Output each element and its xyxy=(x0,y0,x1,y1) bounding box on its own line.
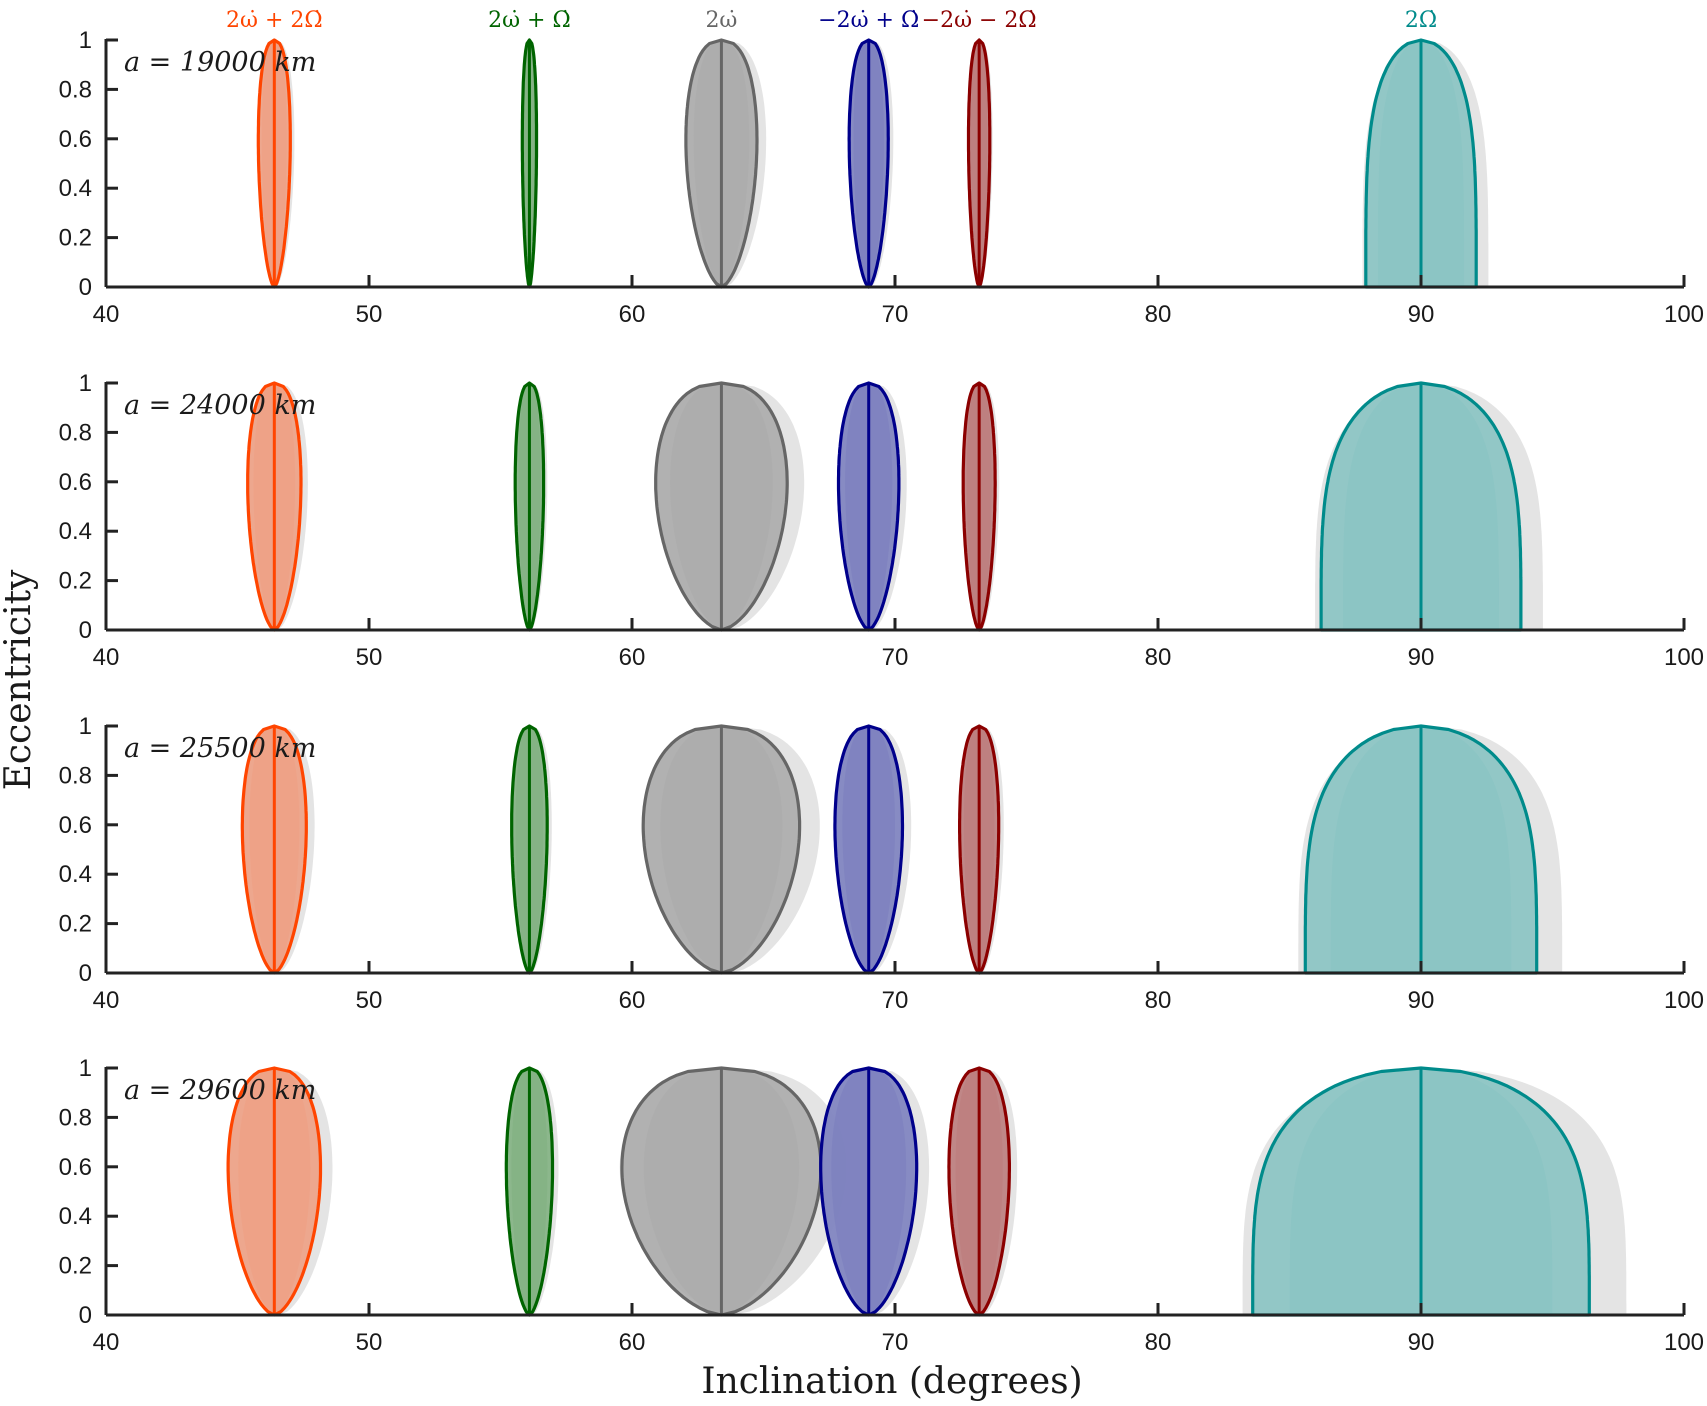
x-tick-label: 80 xyxy=(1145,301,1172,328)
x-tick-label: 50 xyxy=(356,644,383,671)
region-outline xyxy=(1251,1066,1591,1317)
resonance-region xyxy=(947,1066,1018,1317)
x-tick-label: 80 xyxy=(1145,644,1172,671)
x-tick-label: 60 xyxy=(619,1329,646,1356)
y-tick-label: 0.4 xyxy=(59,518,92,545)
x-tick-label: 90 xyxy=(1408,301,1435,328)
resonance-region xyxy=(1362,38,1489,289)
resonance-label: 2ω̇ xyxy=(705,8,737,33)
y-tick-label: 0.2 xyxy=(59,1253,92,1280)
x-tick-label: 40 xyxy=(93,1329,120,1356)
y-tick-label: 0.8 xyxy=(59,1104,92,1131)
resonance-region xyxy=(510,724,552,975)
x-tick-label: 90 xyxy=(1408,644,1435,671)
x-tick-label: 100 xyxy=(1664,987,1704,1014)
y-tick-label: 0.6 xyxy=(59,1154,92,1181)
y-tick-label: 0.6 xyxy=(59,812,92,839)
resonance-region xyxy=(654,381,805,632)
y-tick-label: 0.2 xyxy=(59,568,92,595)
resonance-region xyxy=(226,1066,333,1317)
x-tick-label: 60 xyxy=(619,301,646,328)
region-outline xyxy=(1319,381,1523,632)
panel-label: a = 19000 km xyxy=(124,47,316,78)
panel-label: a = 24000 km xyxy=(124,390,316,421)
resonance-label: −2ω̇ − 2Ω̇ xyxy=(922,8,1037,33)
resonance-region xyxy=(833,724,912,975)
resonance-region xyxy=(520,38,539,289)
y-tick-label: 0.4 xyxy=(59,175,92,202)
x-tick-label: 50 xyxy=(356,301,383,328)
resonance-region xyxy=(641,724,820,975)
y-tick-label: 0.4 xyxy=(59,1203,92,1230)
x-tick-label: 70 xyxy=(882,644,909,671)
y-tick-label: 0.4 xyxy=(59,861,92,888)
resonance-region xyxy=(513,381,548,632)
x-tick-label: 80 xyxy=(1145,987,1172,1014)
resonance-label: 2ω̇ + 2Ω̇ xyxy=(226,8,323,33)
y-tick-label: 1 xyxy=(79,27,92,54)
resonance-label: 2ω̇ + Ω̇ xyxy=(488,8,571,33)
y-tick-label: 0.8 xyxy=(59,762,92,789)
x-tick-label: 50 xyxy=(356,1329,383,1356)
resonance-region xyxy=(256,38,295,289)
resonance-label: 2Ω̇ xyxy=(1405,8,1437,33)
resonance-region xyxy=(819,1066,930,1317)
resonance-region xyxy=(958,724,1004,975)
panel-label: a = 25500 km xyxy=(124,733,316,764)
y-axis-title: Eccentricity xyxy=(0,569,39,790)
y-tick-label: 0.8 xyxy=(59,76,92,103)
subplot-4: 40 50 60 70 80 90 100 0 0.2 0.4 0.6 0.8 1 a = 29600 k… xyxy=(59,1055,1704,1356)
x-tick-label: 70 xyxy=(882,1329,909,1356)
y-tick-label: 0 xyxy=(79,1302,92,1329)
x-tick-label: 90 xyxy=(1408,987,1435,1014)
resonance-region xyxy=(836,381,907,632)
resonance-region xyxy=(847,38,894,289)
x-tick-label: 90 xyxy=(1408,1329,1435,1356)
resonance-region xyxy=(1315,381,1543,632)
subplot-1: 40 50 60 70 80 90 100 0 0.2 0.4 0.6 0.8 1 a = 19000 k… xyxy=(59,8,1704,328)
x-tick-label: 50 xyxy=(356,987,383,1014)
y-tick-label: 1 xyxy=(79,1055,92,1082)
y-tick-label: 0 xyxy=(79,274,92,301)
resonance-region xyxy=(1298,724,1563,975)
y-tick-label: 0.6 xyxy=(59,469,92,496)
y-tick-label: 0.6 xyxy=(59,126,92,153)
x-tick-label: 60 xyxy=(619,987,646,1014)
resonance-region xyxy=(504,1066,559,1317)
resonance-region xyxy=(619,1066,847,1317)
region-outline xyxy=(1364,38,1478,289)
y-tick-label: 1 xyxy=(79,370,92,397)
x-tick-label: 40 xyxy=(93,644,120,671)
resonance-region xyxy=(240,724,315,975)
resonance-region xyxy=(961,381,1000,632)
region-outline xyxy=(1303,724,1539,975)
x-tick-label: 40 xyxy=(93,301,120,328)
y-tick-label: 0.2 xyxy=(59,225,92,252)
subplot-2: 40 50 60 70 80 90 100 0 0.2 0.4 0.6 0.8 1 a = 24000 k… xyxy=(59,370,1704,671)
y-tick-label: 1 xyxy=(79,713,92,740)
y-tick-label: 0.2 xyxy=(59,911,92,938)
x-tick-label: 80 xyxy=(1145,1329,1172,1356)
panel-label: a = 29600 km xyxy=(124,1075,316,1106)
x-tick-label: 100 xyxy=(1664,1329,1704,1356)
resonance-label: −2ω̇ + Ω̇ xyxy=(818,8,919,33)
resonance-region xyxy=(246,381,308,632)
subplot-3: 40 50 60 70 80 90 100 0 0.2 0.4 0.6 0.8 1 a = 25500 k… xyxy=(59,713,1704,1014)
y-tick-label: 0 xyxy=(79,960,92,987)
x-tick-label: 70 xyxy=(882,987,909,1014)
x-tick-label: 70 xyxy=(882,301,909,328)
x-tick-label: 100 xyxy=(1664,644,1704,671)
resonance-region xyxy=(684,38,767,289)
resonance-region xyxy=(1242,1066,1627,1317)
y-tick-label: 0.8 xyxy=(59,419,92,446)
x-tick-label: 60 xyxy=(619,644,646,671)
x-tick-label: 100 xyxy=(1664,301,1704,328)
y-tick-label: 0 xyxy=(79,617,92,644)
x-axis-title: Inclination (degrees) xyxy=(701,1361,1082,1402)
resonance-region xyxy=(966,38,993,289)
x-tick-label: 40 xyxy=(93,987,120,1014)
